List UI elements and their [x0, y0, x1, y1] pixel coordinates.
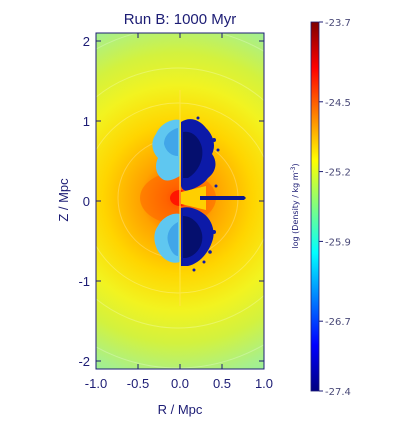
x-tick-label: 0.0 [171, 376, 189, 391]
colorbar-tick-label: -27.4 [325, 387, 351, 398]
y-axis-label: Z / Mpc [56, 178, 71, 222]
y-tick-label: 0 [83, 194, 90, 209]
left-cavities [152, 119, 180, 263]
y-tick-label: 2 [83, 34, 90, 49]
y-tick-label: 1 [83, 114, 90, 129]
colorbar-tick-label: -26.7 [325, 317, 351, 328]
right-upper-cavity-core [183, 131, 203, 178]
y-axis-ticks: -2 -1 0 1 2 [78, 34, 264, 369]
colorbar-label: log (Density / kg m-3) [290, 163, 300, 248]
plot-area [96, 33, 264, 369]
colorbar-label-close: ) [291, 163, 300, 166]
colorbar-tick-label: -23.7 [325, 18, 351, 29]
x-axis-label: R / Mpc [158, 402, 203, 417]
colorbar-tick-label: -25.9 [325, 237, 351, 248]
equatorial-filament [200, 196, 246, 200]
x-tick-label: -0.5 [127, 376, 149, 391]
colorbar-label-superscript: -3 [290, 166, 297, 172]
left-upper-cavity-inner [164, 128, 178, 156]
x-tick-label: -1.0 [85, 376, 107, 391]
chart-title: Run B: 1000 Myr [124, 11, 237, 28]
colorbar-label-main: log (Density / kg m [291, 172, 300, 248]
colorbar [310, 21, 320, 392]
right-lower-cavity-core [183, 216, 203, 258]
right-cavities [181, 116, 246, 272]
colorbar-tick-label: -24.5 [325, 98, 351, 109]
x-tick-label: 0.5 [213, 376, 231, 391]
colorbar-tick-label: -25.2 [325, 168, 351, 179]
left-lower-cavity-inner [167, 222, 178, 256]
y-tick-label: -1 [78, 274, 90, 289]
x-axis-ticks: -1.0 -0.5 0.0 0.5 1.0 [85, 33, 273, 391]
colorbar-ticks: -23.7 -24.5 -25.2 -25.9 -26.7 -27.4 [319, 18, 351, 398]
equatorial-wedge [181, 186, 206, 210]
x-tick-label: 1.0 [255, 376, 273, 391]
y-tick-label: -2 [78, 354, 90, 369]
